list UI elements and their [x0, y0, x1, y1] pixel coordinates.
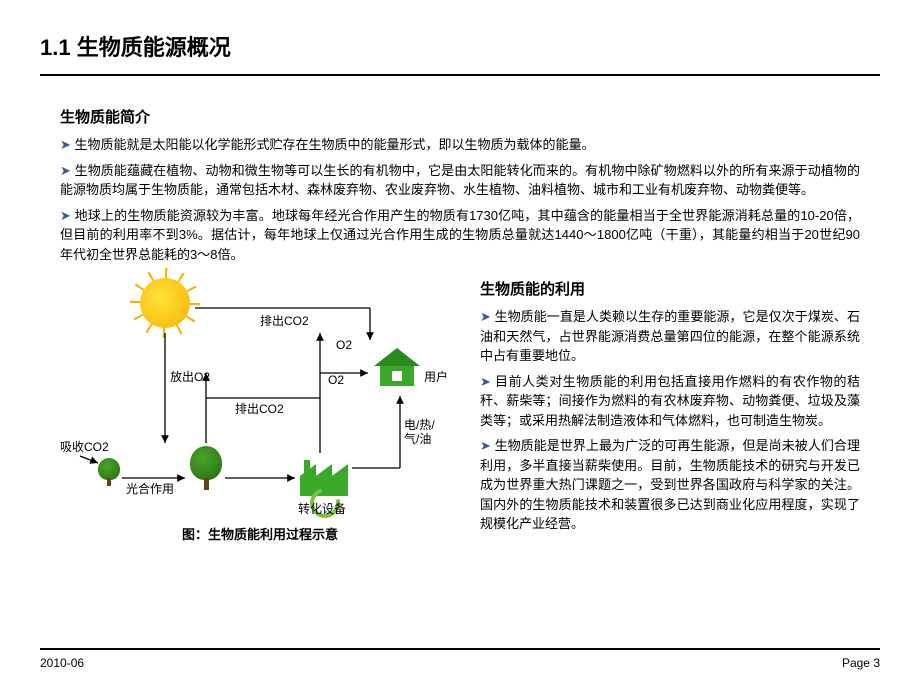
section1-heading: 生物质能简介	[60, 106, 860, 127]
label-equipment: 转化设备	[298, 500, 346, 517]
footer-rule	[40, 648, 880, 650]
section2-column: 生物质能的利用 生物质能一直是人类赖以生存的重要能源，它是仅次于煤炭、石油和天然…	[460, 278, 860, 543]
label-photosynthesis: 光合作用	[126, 480, 174, 497]
footer-date: 2010-06	[40, 656, 84, 670]
diagram-caption: 图：生物质能利用过程示意	[60, 524, 460, 543]
label-release-o2: 放出O2	[170, 368, 210, 385]
label-user: 用户	[424, 368, 448, 385]
title-rule	[40, 74, 880, 76]
section1-p3: 地球上的生物质能资源较为丰富。地球每年经光合作用产生的物质有1730亿吨，其中蕴…	[60, 206, 860, 265]
section2-p3: 生物质能是世界上最为广泛的可再生能源，但是尚未被人们合理利用，多半直接当薪柴使用…	[480, 436, 860, 534]
section1-p2: 生物质能蕴藏在植物、动物和微生物等可以生长的有机物中，它是由太阳能转化而来的。有…	[60, 161, 860, 200]
section1-p1: 生物质能就是太阳能以化学能形式贮存在生物质中的能量形式，即以生物质为载体的能量。	[60, 135, 860, 155]
content-area: 生物质能简介 生物质能就是太阳能以化学能形式贮存在生物质中的能量形式，即以生物质…	[40, 106, 880, 543]
biomass-diagram: 排出CO2 O2 放出O2 O2 排出CO2 用户 吸收CO2 光合作用 电/热…	[60, 278, 460, 518]
page-title: 1.1 生物质能源概况	[40, 30, 880, 62]
section2-heading: 生物质能的利用	[480, 278, 860, 299]
label-emit-co2-top: 排出CO2	[260, 312, 309, 329]
label-o2-b: O2	[328, 373, 344, 387]
footer-page: Page 3	[842, 656, 880, 670]
label-absorb-co2: 吸收CO2	[60, 438, 109, 455]
label-o2-a: O2	[336, 338, 352, 352]
label-emit-co2-mid: 排出CO2	[235, 400, 284, 417]
section2-p1: 生物质能一直是人类赖以生存的重要能源，它是仅次于煤炭、石油和天然气，占世界能源消…	[480, 307, 860, 366]
footer: 2010-06 Page 3	[40, 648, 880, 670]
section2-p2: 目前人类对生物质能的利用包括直接用作燃料的有农作物的秸秆、薪柴等；间接作为燃料的…	[480, 372, 860, 431]
lower-row: 排出CO2 O2 放出O2 O2 排出CO2 用户 吸收CO2 光合作用 电/热…	[60, 278, 860, 543]
label-energy-out: 电/热/气/油	[404, 418, 444, 447]
diagram-column: 排出CO2 O2 放出O2 O2 排出CO2 用户 吸收CO2 光合作用 电/热…	[60, 278, 460, 543]
